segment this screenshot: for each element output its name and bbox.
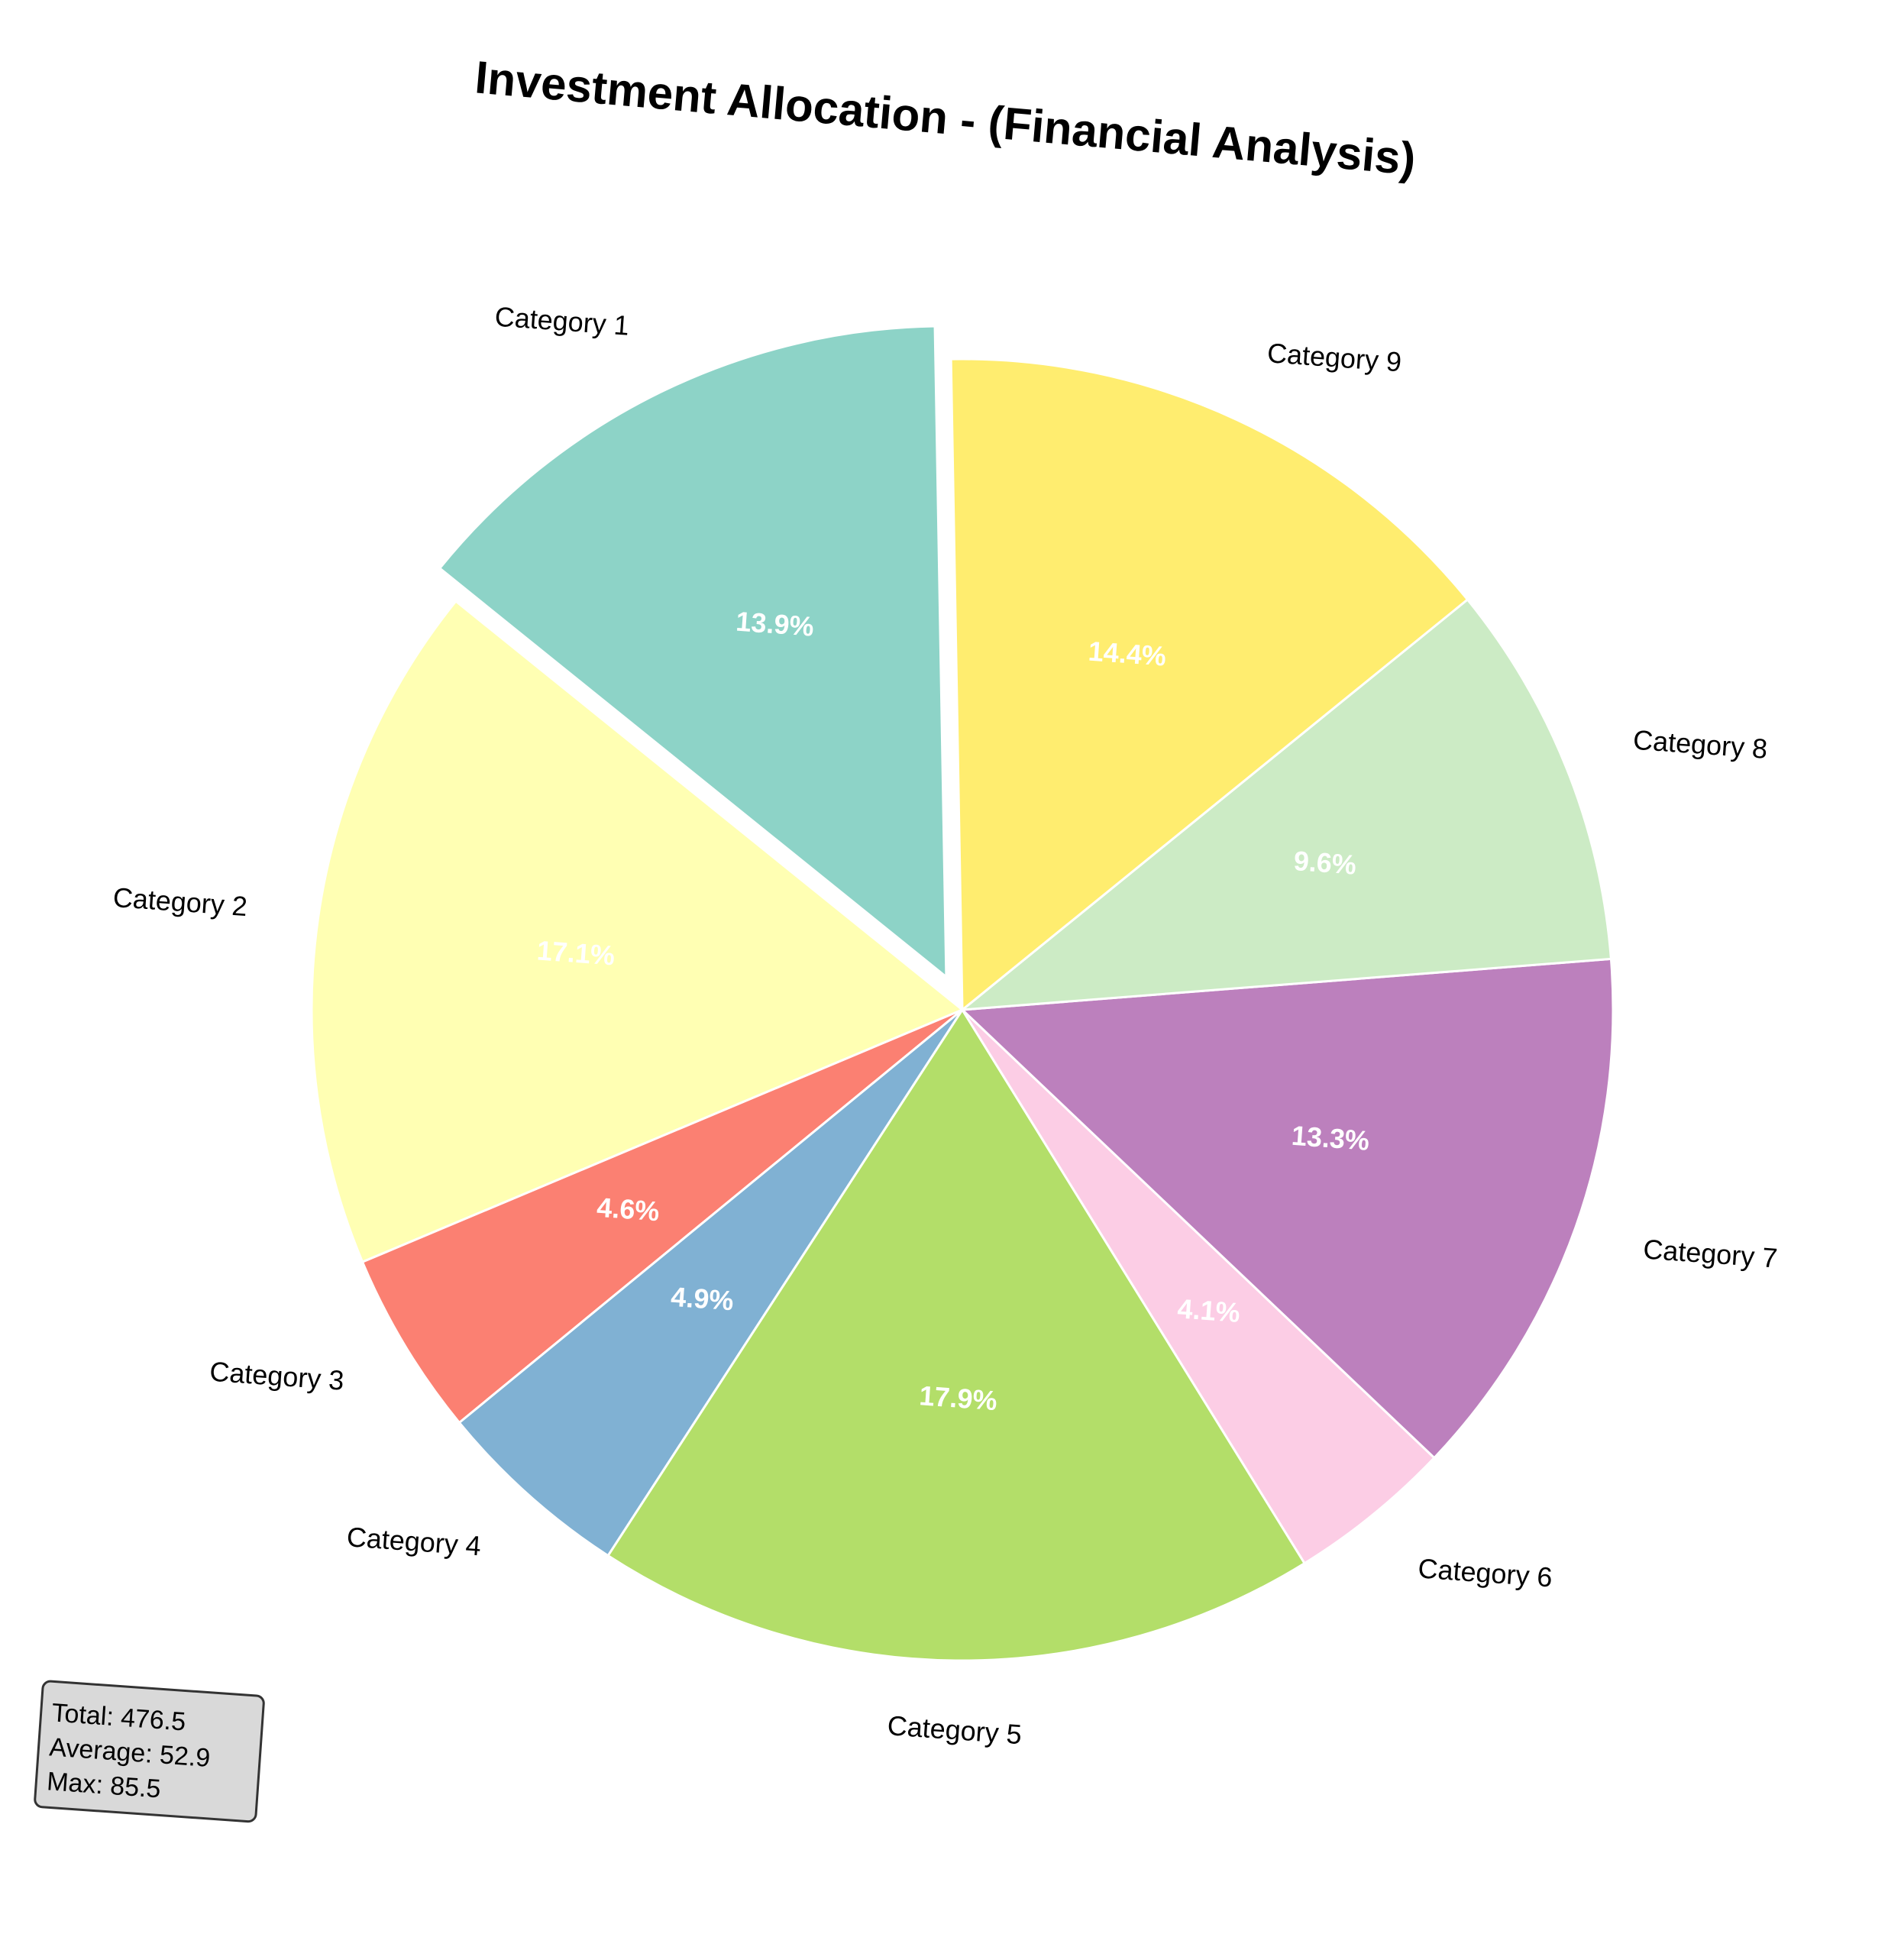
pie-percent-label-6: 4.1% — [1176, 1292, 1241, 1328]
pie-category-label-3: Category 3 — [209, 1356, 345, 1396]
pie-percent-label-7: 13.3% — [1291, 1120, 1371, 1156]
pie-category-label-4: Category 4 — [346, 1521, 483, 1561]
chart-title: Investment Allocation - (Financial Analy… — [473, 51, 1418, 184]
stats-box-background — [34, 1680, 265, 1823]
pie-slice-7 — [959, 957, 1615, 1460]
pie-slice-8 — [959, 597, 1613, 1011]
pie-category-label-9: Category 9 — [1266, 337, 1403, 377]
pie-percent-label-2: 17.1% — [536, 934, 616, 971]
stats-box: Total: 476.5 Average: 52.9 Max: 85.5 — [34, 1680, 265, 1823]
pie-percent-label-9: 14.4% — [1088, 636, 1168, 672]
pie-category-label-8: Category 8 — [1632, 724, 1769, 765]
pie-slice-4 — [457, 1008, 964, 1557]
pie-category-label-5: Category 5 — [887, 1709, 1023, 1750]
pie-category-label-7: Category 7 — [1642, 1233, 1779, 1273]
pie-category-label-2: Category 2 — [112, 881, 249, 922]
percent-labels: 13.9% 17.1% 4.6% 4.9% 17.9% 4.1% 13.3% 9.6% 14.4… — [536, 606, 1371, 1417]
pie-slice-6 — [961, 1008, 1437, 1565]
pie-slice-3 — [360, 1008, 963, 1425]
pie-category-label-1: Category 1 — [494, 301, 631, 341]
pie-slice-2 — [310, 599, 965, 1264]
pie-percent-label-4: 4.9% — [670, 1281, 735, 1317]
pie-slices — [310, 325, 1615, 1662]
pie-slice-9 — [949, 357, 1469, 1013]
pie-slice-5 — [606, 1007, 1307, 1662]
pie-percent-label-3: 4.6% — [596, 1192, 661, 1227]
pie-percent-label-5: 17.9% — [918, 1379, 998, 1416]
pie-category-label-6: Category 6 — [1417, 1552, 1553, 1593]
pie-percent-label-1: 13.9% — [735, 606, 815, 642]
pie-percent-label-8: 9.6% — [1293, 845, 1358, 881]
pie-slice-1 — [438, 325, 948, 980]
